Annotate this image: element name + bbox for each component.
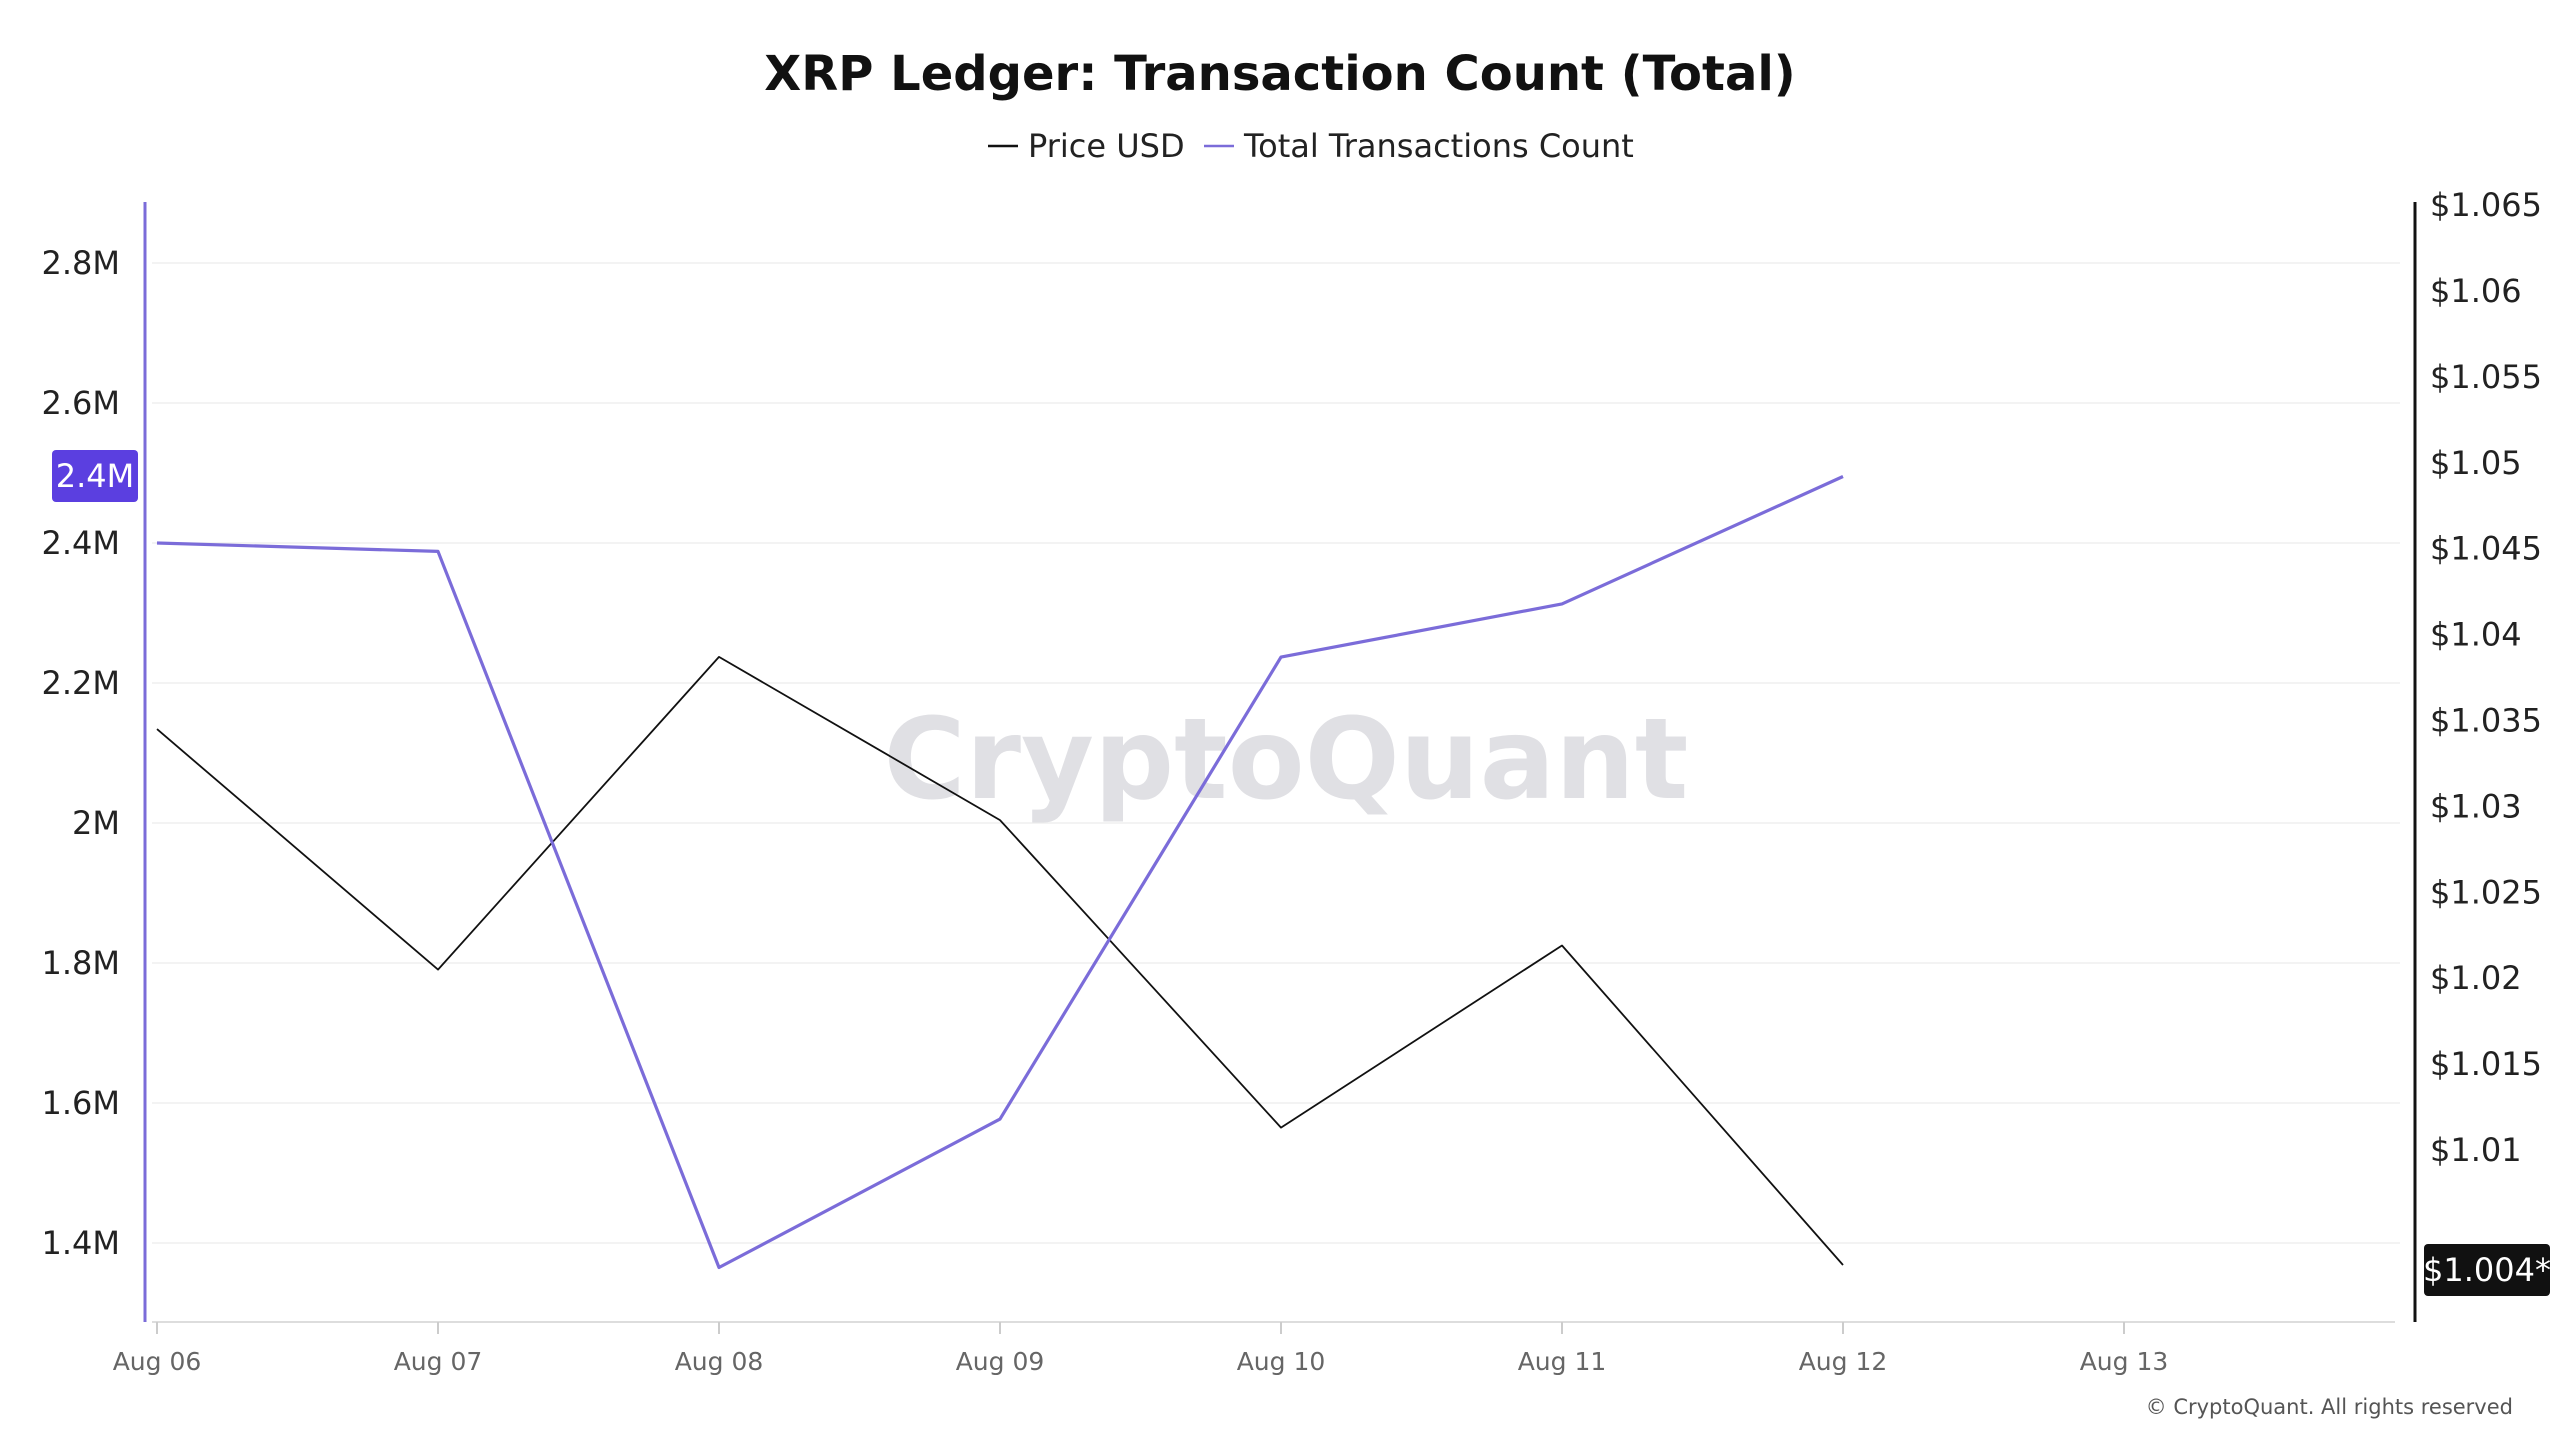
left-axis-tick-label: 2.4M: [42, 524, 121, 562]
right-axis-tick-label: $1.055: [2430, 358, 2542, 396]
right-axis-tick-label: $1.04: [2430, 616, 2522, 654]
left-axis-current-badge: [52, 450, 138, 502]
legend-item-price-usd[interactable]: Price USD: [988, 127, 1185, 165]
right-axis-current-label: $1.004*: [2423, 1251, 2551, 1289]
x-axis-tick-label: Aug 10: [1237, 1347, 1326, 1376]
right-axis-current-badge: [2424, 1244, 2550, 1296]
right-axis-ticks: $1.01 $1.015 $1.02 $1.025 $1.03 $1.035 $1.04 $1…: [2430, 186, 2542, 1169]
legend[interactable]: Price USD Total Transactions Count: [988, 127, 1634, 165]
left-axis-ticks: 1.4M 1.6M 1.8M 2M 2.2M 2.4M 2.6M 2.8M: [42, 244, 121, 1262]
x-axis-tick-label: Aug 07: [394, 1347, 483, 1376]
price-usd-line[interactable]: [156, 656, 1844, 1266]
legend-label: Total Transactions Count: [1243, 127, 1634, 165]
x-axis-tick-label: Aug 11: [1518, 1347, 1607, 1376]
right-axis-tick-label: $1.02: [2430, 959, 2522, 997]
x-axis-tick-label: Aug 09: [956, 1347, 1045, 1376]
axis-badges: 2.4M $1.004*: [52, 450, 2551, 1296]
axes: [143, 202, 2417, 1323]
legend-label: Price USD: [1028, 127, 1185, 165]
left-axis-tick-label: 2.2M: [42, 664, 121, 702]
gridlines: [152, 262, 2400, 1244]
series-lines: [156, 475, 1844, 1270]
left-axis-current-label: 2.4M: [56, 457, 135, 495]
left-axis-tick-label: 1.6M: [42, 1084, 121, 1122]
right-axis-tick-label: $1.025: [2430, 873, 2542, 911]
right-axis-tick-label: $1.045: [2430, 530, 2542, 568]
right-axis-tick-label: $1.01: [2430, 1131, 2522, 1169]
chart-title: XRP Ledger: Transaction Count (Total): [764, 46, 1795, 102]
right-axis-tick-label: $1.05: [2430, 444, 2522, 482]
left-axis-tick-label: 2M: [72, 804, 120, 842]
right-axis-tick-label: $1.035: [2430, 701, 2542, 739]
left-axis-tick-label: 1.4M: [42, 1224, 121, 1262]
legend-item-total-transactions[interactable]: Total Transactions Count: [1204, 127, 1634, 165]
x-axis-tick-label: Aug 08: [675, 1347, 764, 1376]
right-axis-tick-label: $1.03: [2430, 787, 2522, 825]
right-axis-tick-label: $1.06: [2430, 272, 2522, 310]
left-axis-tick-label: 2.8M: [42, 244, 121, 282]
x-axis-ticks: Aug 06 Aug 07 Aug 08 Aug 09 Aug 10 Aug 11 Aug …: [113, 1322, 2169, 1376]
x-axis-tick-label: Aug 06: [113, 1347, 202, 1376]
x-axis-tick-label: Aug 12: [1799, 1347, 1888, 1376]
left-axis-tick-label: 1.8M: [42, 944, 121, 982]
watermark: CryptoQuant: [884, 695, 1689, 825]
left-axis-tick-label: 2.6M: [42, 384, 121, 422]
right-axis-tick-label: $1.015: [2430, 1045, 2542, 1083]
transactions-count-line[interactable]: [156, 475, 1844, 1270]
copyright-credit: © CryptoQuant. All rights reserved: [2146, 1395, 2513, 1419]
right-axis-tick-label: $1.065: [2430, 186, 2542, 224]
x-axis-tick-label: Aug 13: [2080, 1347, 2169, 1376]
